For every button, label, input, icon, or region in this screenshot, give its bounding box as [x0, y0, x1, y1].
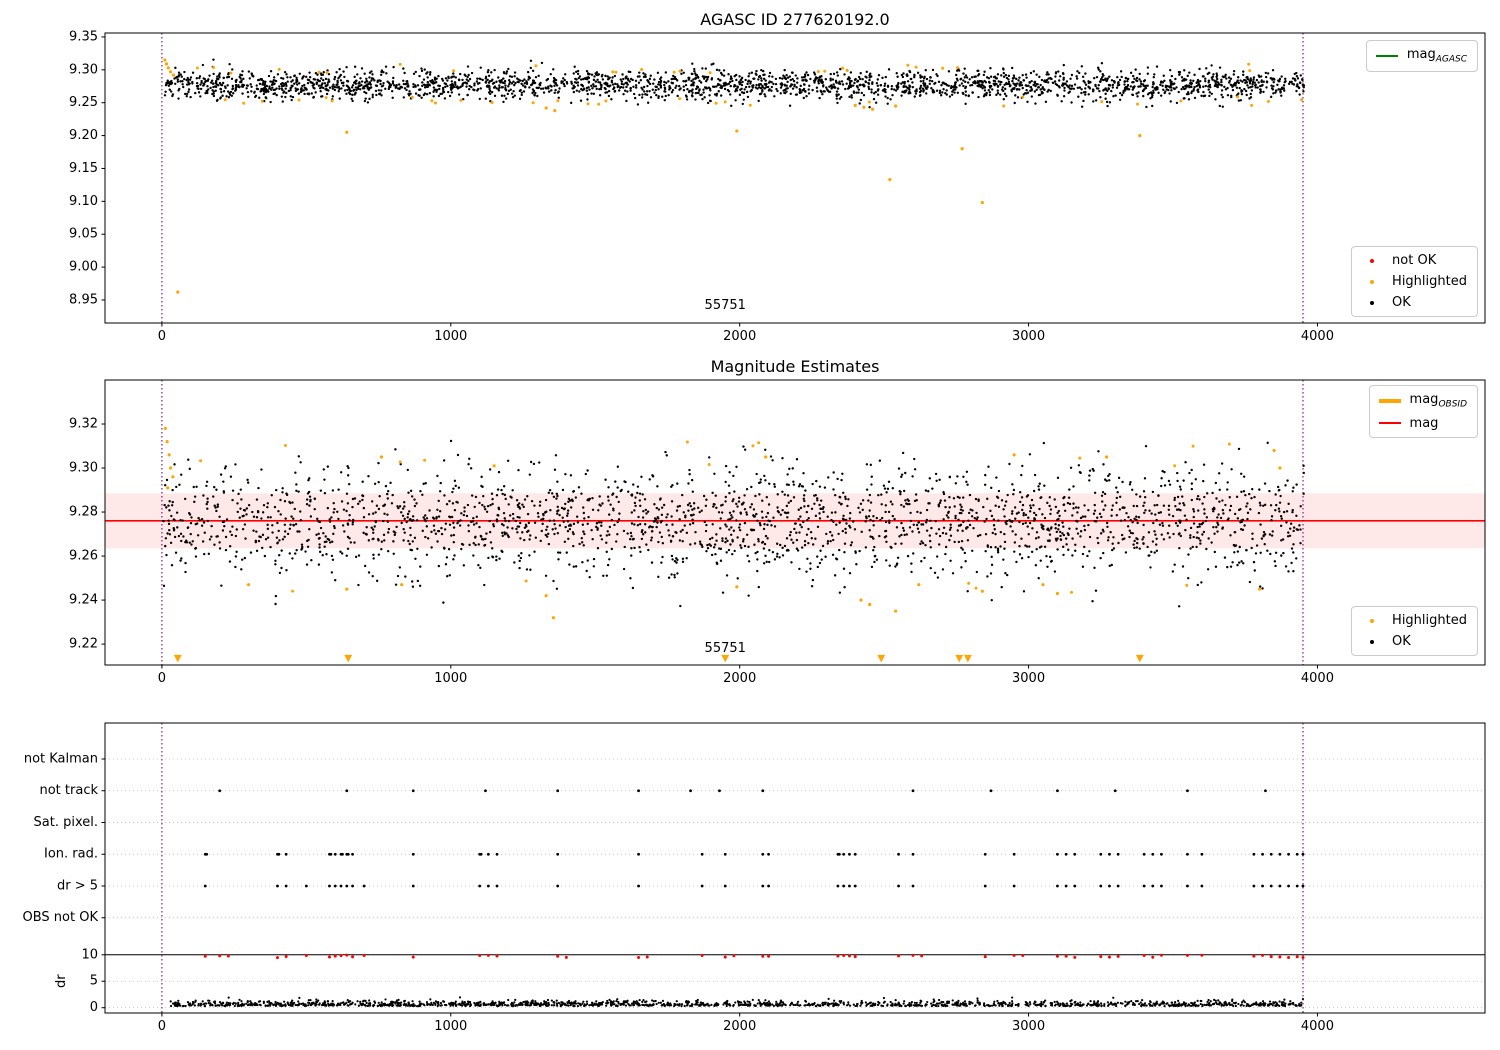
- y-category-label: not track: [39, 783, 98, 798]
- highlighted-band-points: [199, 440, 1231, 594]
- x-tick-label: 4000: [1301, 329, 1334, 344]
- y-category-label: 10: [81, 947, 98, 962]
- legend-item: magAGASC: [1375, 47, 1467, 65]
- not-track-points: [218, 789, 1267, 793]
- x-tick-label: 3000: [1012, 671, 1045, 686]
- ok-points: [162, 439, 1305, 608]
- not-ok-dot-swatch: [1360, 258, 1384, 263]
- legend-item: magOBSID: [1378, 392, 1467, 410]
- y-category-label: Ion. rad.: [44, 847, 98, 862]
- y-tick-label: 9.35: [69, 29, 98, 44]
- mag-agasc-line-swatch: [1375, 54, 1399, 57]
- plot1-legend-top: magAGASC: [1365, 40, 1478, 72]
- legend-label: magAGASC: [1406, 47, 1467, 65]
- y-tick-label: 9.28: [69, 505, 98, 520]
- plot1-legend-bottom: not OK Highlighted OK: [1351, 246, 1478, 317]
- mag-obsid-line-swatch: [1378, 398, 1402, 403]
- y-tick-label: 9.20: [69, 128, 98, 143]
- plot2-title: Magnitude Estimates: [710, 357, 880, 376]
- x-tick-label: 0: [158, 329, 166, 344]
- ok-dot-swatch: [1360, 300, 1384, 305]
- legend-label: mag: [1409, 415, 1439, 431]
- legend-label: OK: [1392, 295, 1411, 310]
- y-tick-label: 9.30: [69, 461, 98, 476]
- legend-item: Highlighted: [1360, 274, 1467, 289]
- ok-points: [163, 58, 1306, 109]
- axes-frame: [104, 722, 1486, 1014]
- obsid-annotation: 55751: [705, 298, 746, 313]
- x-tick-label: 3000: [1012, 1019, 1045, 1034]
- ok-dot-swatch: [1360, 639, 1384, 644]
- y-tick-label: 9.26: [69, 549, 98, 564]
- legend-label: not OK: [1392, 253, 1437, 268]
- obsid-annotation: 55751: [705, 641, 746, 656]
- y-tick-label: 9.05: [69, 227, 98, 242]
- x-tick-label: 0: [158, 671, 166, 686]
- y-category-label: not Kalman: [24, 751, 98, 766]
- x-tick-label: 3000: [1012, 329, 1045, 344]
- x-tick-label: 2000: [723, 671, 756, 686]
- axes-frame: [104, 379, 1486, 666]
- y-category-label: dr > 5: [57, 878, 98, 893]
- y-category-label: OBS not OK: [23, 910, 99, 925]
- x-tick-label: 4000: [1301, 671, 1334, 686]
- plot2-legend-top: magOBSID mag: [1368, 385, 1478, 438]
- y-tick-label: 9.00: [69, 260, 98, 275]
- y-category-label: 0: [90, 1000, 98, 1015]
- legend-label: OK: [1392, 634, 1411, 649]
- legend-item: mag: [1378, 416, 1467, 431]
- y-tick-label: 9.30: [69, 62, 98, 77]
- highlighted-dot-swatch: [1360, 279, 1384, 284]
- x-tick-label: 2000: [723, 1019, 756, 1034]
- legend-item: not OK: [1360, 253, 1467, 268]
- y-category-label: Sat. pixel.: [34, 815, 98, 830]
- highlighted-outlier-points: [163, 58, 1142, 294]
- x-tick-label: 4000: [1301, 1019, 1334, 1034]
- y-tick-label: 8.95: [69, 292, 98, 307]
- x-tick-label: 2000: [723, 329, 756, 344]
- x-tick-label: 1000: [434, 671, 467, 686]
- highlighted-dot-swatch: [1360, 618, 1384, 623]
- plot2-legend-bottom: Highlighted OK: [1351, 606, 1478, 656]
- legend-label: magOBSID: [1409, 392, 1467, 410]
- ion-rad-points: [203, 852, 1305, 856]
- y-tick-label: 9.32: [69, 417, 98, 432]
- y-tick-label: 9.22: [69, 637, 98, 652]
- y-tick-label: 9.10: [69, 194, 98, 209]
- highlighted-clipped-points: [173, 654, 1144, 663]
- y-axis-label: dr: [54, 974, 69, 988]
- dr-trace-points: [169, 996, 1305, 1008]
- mag-line-swatch: [1378, 422, 1402, 425]
- y-category-label: 5: [90, 974, 98, 989]
- y-tick-label: 9.15: [69, 161, 98, 176]
- highlighted-band-points: [195, 62, 1304, 108]
- legend-item: Highlighted: [1360, 613, 1467, 628]
- legend-item: OK: [1360, 295, 1467, 310]
- dr-clipped-points: [203, 953, 1305, 960]
- legend-label: Highlighted: [1392, 613, 1467, 628]
- x-tick-label: 1000: [434, 1019, 467, 1034]
- x-tick-label: 0: [158, 1019, 166, 1034]
- legend-label: Highlighted: [1392, 274, 1467, 289]
- dr-gt5-points: [203, 884, 1305, 888]
- highlighted-outlier-points: [163, 426, 1282, 620]
- axes-frame: [104, 32, 1486, 324]
- plot1-title: AGASC ID 277620192.0: [700, 10, 890, 29]
- y-tick-label: 9.24: [69, 593, 98, 608]
- y-tick-label: 9.25: [69, 95, 98, 110]
- legend-item: OK: [1360, 634, 1467, 649]
- x-tick-label: 1000: [434, 329, 467, 344]
